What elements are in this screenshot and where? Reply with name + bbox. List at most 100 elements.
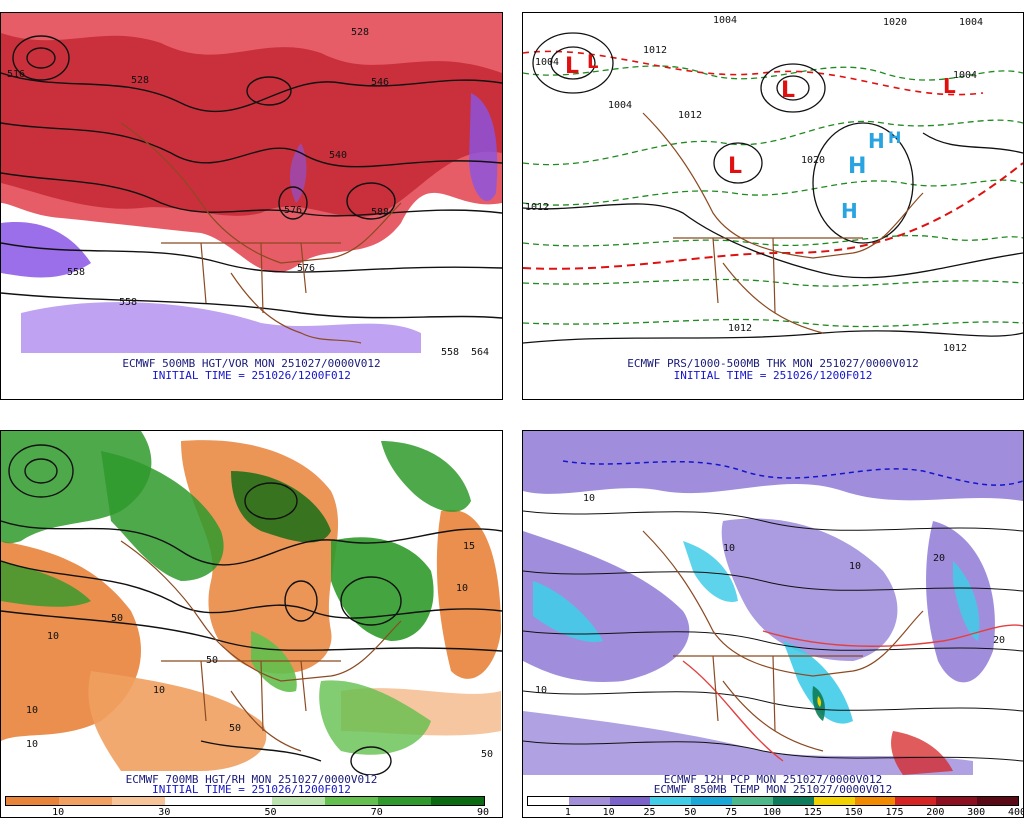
colorbar-tick-label: 1 xyxy=(564,807,571,818)
precip-colorbar-ticks: 1 10 25 50 75 100 125 150 175 200 300 400 xyxy=(523,807,1023,818)
panel-caption: ECMWF PRS/1000-500MB THK MON 251027/0000… xyxy=(627,357,919,370)
colorbar-tick-label: 10 xyxy=(52,807,65,818)
isobar-label: 1012 xyxy=(525,202,549,213)
low-pressure-center: L xyxy=(728,154,742,179)
colorbar-tick-label: 75 xyxy=(725,807,738,818)
panel-caption: ECMWF 700MB HGT/RH MON 251027/0000V012 xyxy=(125,773,378,786)
contour-label: 564 xyxy=(471,347,489,357)
colorbar-tick-label: 100 xyxy=(762,807,782,818)
isobar-label: 1020 xyxy=(883,17,907,28)
contour-label: 10 xyxy=(153,685,165,696)
colorbar-tick-label: 175 xyxy=(885,807,904,818)
colorbar-swatch xyxy=(6,797,60,805)
map-pressure-thickness: L L L L L H H H H 1004 1012 1004 1020 10… xyxy=(523,13,1023,357)
high-pressure-center: H xyxy=(841,199,858,223)
contour-label: 10 xyxy=(26,739,38,750)
colorbar-swatch xyxy=(59,797,113,805)
panel-caption: ECMWF 12H PCP MON 251027/0000V012 xyxy=(663,773,883,786)
map-precip-850mb-temp: 10 20 10 20 10 10 xyxy=(523,431,1023,775)
panel-caption-secondary: ECMWF 850MB TEMP MON 251027/0000V012 xyxy=(653,783,893,796)
colorbar-swatch xyxy=(732,797,773,805)
colorbar-tick-label: 90 xyxy=(476,807,490,818)
colorbar-swatch xyxy=(772,797,814,805)
contour-label: 540 xyxy=(329,150,347,161)
contour-label: 516 xyxy=(7,69,25,80)
colorbar-tick-label: 10 xyxy=(602,807,615,818)
contour-label: 576 xyxy=(297,263,315,274)
colorbar-swatch xyxy=(324,797,378,805)
contour-label: 10 xyxy=(456,583,468,594)
rh-colorbar-ticks: 10 30 50 70 90 xyxy=(1,807,502,818)
contour-label: 10 xyxy=(26,705,38,716)
colorbar-tick-label: 30 xyxy=(158,807,171,818)
isobar-label: 1004 xyxy=(608,100,632,111)
contour-label: 50 xyxy=(481,749,493,760)
colorbar-swatch xyxy=(936,797,978,805)
colorbar-tick-label: 400 xyxy=(1007,807,1023,818)
contour-label: 528 xyxy=(351,27,369,38)
high-pressure-center: H xyxy=(888,128,901,147)
colorbar-swatch xyxy=(165,797,219,805)
colorbar-swatch xyxy=(813,797,855,805)
colorbar-tick-label: 150 xyxy=(844,807,863,818)
isobar-label: 1012 xyxy=(943,343,967,354)
panel-500mb-hgt-vor: 516 528 528 540 546 558 576 576 558 558 … xyxy=(0,12,503,400)
colorbar-tick-label: 50 xyxy=(684,807,697,818)
colorbar-tick-label: 50 xyxy=(264,807,277,818)
colorbar-swatch xyxy=(609,797,651,805)
contour-label: 576 xyxy=(284,205,302,216)
low-pressure-center: L xyxy=(943,74,956,98)
isotherm-label: 10 xyxy=(849,561,861,572)
low-pressure-center: L xyxy=(781,78,795,103)
colorbar-swatch xyxy=(568,797,610,805)
isotherm-label: 10 xyxy=(723,543,735,554)
isobar-label: 1004 xyxy=(713,15,737,26)
high-pressure-center: H xyxy=(848,154,866,179)
colorbar-swatch xyxy=(377,797,431,805)
panel-caption: ECMWF 500MB HGT/VOR MON 251027/0000V012 xyxy=(122,357,381,370)
precip-colorbar xyxy=(527,796,1019,806)
colorbar-tick-label: 300 xyxy=(967,807,986,818)
isotherm-label: 20 xyxy=(993,635,1005,646)
isotherm-label: 10 xyxy=(583,493,595,504)
contour-label: 558 xyxy=(67,267,85,278)
map-700mb-humidity: 10 50 10 50 50 10 15 10 50 10 xyxy=(1,431,502,775)
contour-label: 546 xyxy=(371,77,389,88)
colorbar-swatch xyxy=(854,797,896,805)
isobar-label: 1004 xyxy=(535,57,559,68)
isobar-label: 1020 xyxy=(801,155,825,166)
contour-label: 10 xyxy=(47,631,59,642)
panel-700mb-hgt-rh: 10 50 10 50 50 10 15 10 50 10 ECMWF 700M… xyxy=(0,430,503,818)
rh-colorbar xyxy=(5,796,485,806)
colorbar-swatch xyxy=(528,797,569,805)
isobar-label: 1004 xyxy=(959,17,983,28)
colorbar-swatch xyxy=(430,797,484,805)
contour-label: 528 xyxy=(131,75,149,86)
contour-label: 558 xyxy=(119,297,137,308)
low-pressure-center: L xyxy=(565,54,579,79)
colorbar-swatch xyxy=(977,797,1018,805)
low-pressure-center: L xyxy=(587,52,598,73)
colorbar-swatch xyxy=(112,797,166,805)
isobar-label: 1012 xyxy=(643,45,667,56)
initial-time: INITIAL TIME = 251026/1200F012 xyxy=(152,783,351,796)
contour-label: 50 xyxy=(229,723,241,734)
colorbar-swatch xyxy=(895,797,937,805)
colorbar-tick-label: 125 xyxy=(803,807,822,818)
panel-prs-thickness: L L L L L H H H H 1004 1012 1004 1020 10… xyxy=(522,12,1024,400)
isobar-label: 1012 xyxy=(678,110,702,121)
contour-label: 50 xyxy=(206,655,218,666)
colorbar-tick-label: 70 xyxy=(370,807,383,818)
initial-time: INITIAL TIME = 251026/1200F012 xyxy=(152,369,351,382)
initial-time: INITIAL TIME = 251026/1200F012 xyxy=(673,369,873,382)
isobar-label: 1012 xyxy=(728,323,752,334)
colorbar-swatch xyxy=(691,797,733,805)
contour-label: 588 xyxy=(371,207,389,218)
high-pressure-center: H xyxy=(868,129,885,153)
colorbar-swatch xyxy=(218,797,272,805)
contour-label: 15 xyxy=(463,541,475,552)
panel-pcp-850mb-temp: 10 20 10 20 10 10 ECMWF 12H PCP MON 2510… xyxy=(522,430,1024,818)
colorbar-tick-label: 25 xyxy=(643,807,656,818)
isotherm-label: 20 xyxy=(933,553,945,564)
contour-label: 558 xyxy=(441,347,459,357)
